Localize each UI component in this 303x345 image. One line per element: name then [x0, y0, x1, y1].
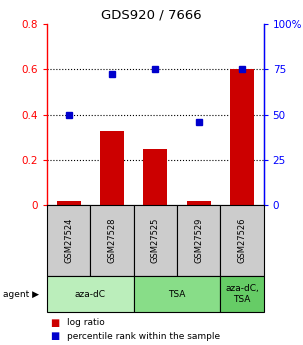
Text: aza-dC,
TSA: aza-dC, TSA — [225, 284, 259, 304]
Text: TSA: TSA — [168, 289, 186, 299]
Text: log ratio: log ratio — [67, 318, 105, 327]
Text: agent ▶: agent ▶ — [3, 289, 39, 299]
Text: GSM27525: GSM27525 — [151, 218, 160, 263]
Bar — [187, 201, 211, 205]
Text: GDS920 / 7666: GDS920 / 7666 — [101, 9, 202, 22]
Text: ■: ■ — [50, 332, 59, 341]
Bar — [57, 201, 81, 205]
Text: GSM27529: GSM27529 — [194, 218, 203, 263]
Text: aza-dC: aza-dC — [75, 289, 106, 299]
Bar — [100, 130, 124, 205]
Bar — [230, 69, 254, 205]
Text: percentile rank within the sample: percentile rank within the sample — [67, 332, 220, 341]
Text: ■: ■ — [50, 318, 59, 327]
Text: GSM27524: GSM27524 — [64, 218, 73, 263]
Text: GSM27528: GSM27528 — [108, 218, 116, 263]
Bar — [143, 149, 167, 205]
Text: GSM27526: GSM27526 — [238, 218, 246, 263]
